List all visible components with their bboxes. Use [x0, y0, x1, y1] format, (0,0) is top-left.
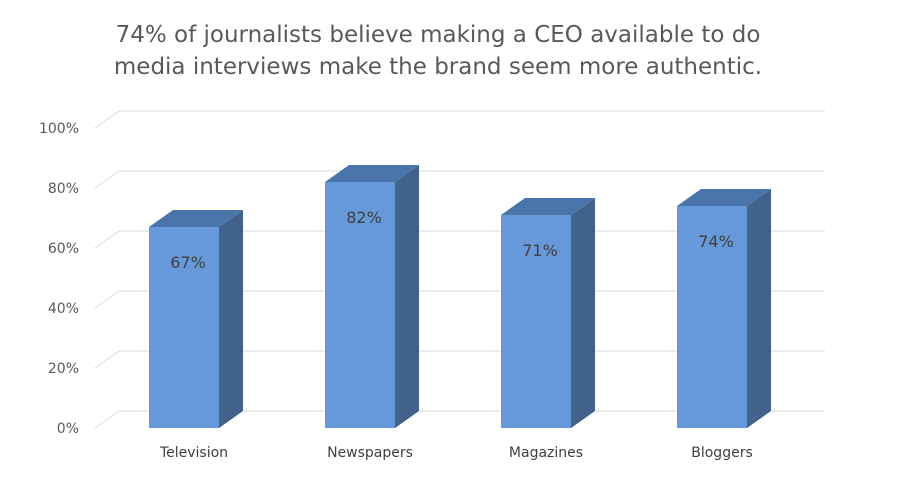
- x-category-label: Bloggers: [691, 445, 753, 461]
- y-tick-label: 60%: [48, 241, 79, 257]
- bar-top: [149, 210, 243, 227]
- bars: 67% 82% 71% 74%: [149, 165, 771, 428]
- bar-front: [325, 182, 395, 428]
- bar-side: [747, 189, 771, 428]
- chart-title-line-1: 74% of journalists believe making a CEO …: [116, 22, 761, 48]
- gridline-floor-edge: [94, 170, 120, 189]
- data-label: 67%: [170, 253, 206, 272]
- y-axis: 0% 20% 40% 60% 80% 100%: [39, 121, 79, 437]
- bar-top: [325, 165, 419, 182]
- bar-magazines: 71%: [501, 198, 595, 428]
- gridline-floor-edge: [94, 230, 120, 249]
- bar-side: [395, 165, 419, 428]
- bar-front: [149, 227, 219, 428]
- gridline-floor-edge: [94, 410, 120, 429]
- bar-television: 67%: [149, 210, 243, 428]
- y-tick-label: 40%: [48, 301, 79, 317]
- x-axis: Television Newspapers Magazines Bloggers: [159, 445, 753, 461]
- bar-bloggers: 74%: [677, 189, 771, 428]
- bar-newspapers: 82%: [325, 165, 419, 428]
- data-label: 74%: [698, 232, 734, 251]
- bar-front: [501, 215, 571, 428]
- gridline-floor-edge: [94, 290, 120, 309]
- y-tick-label: 100%: [39, 121, 79, 137]
- data-label: 71%: [522, 241, 558, 260]
- bar-front: [677, 206, 747, 428]
- y-tick-label: 80%: [48, 181, 79, 197]
- y-tick-label: 0%: [57, 421, 79, 437]
- x-category-label: Magazines: [509, 445, 583, 461]
- gridline-floor-edge: [94, 110, 120, 129]
- bar-top: [677, 189, 771, 206]
- bar-top: [501, 198, 595, 215]
- x-category-label: Television: [159, 445, 228, 461]
- data-label: 82%: [346, 208, 382, 227]
- bar-side: [571, 198, 595, 428]
- y-tick-label: 20%: [48, 361, 79, 377]
- bar-side: [219, 210, 243, 428]
- chart-title: 74% of journalists believe making a CEO …: [114, 22, 762, 80]
- gridline-floor-edge: [94, 350, 120, 369]
- x-category-label: Newspapers: [327, 445, 413, 461]
- chart-title-line-2: media interviews make the brand seem mor…: [114, 54, 762, 80]
